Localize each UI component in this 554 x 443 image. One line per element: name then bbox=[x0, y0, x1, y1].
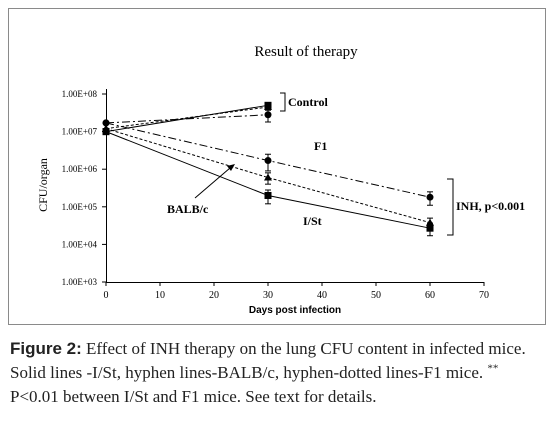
x-tick-label: 60 bbox=[425, 290, 435, 301]
chart-frame: Result of therapy 1.00E+08 1.00E+07 1.00E+… bbox=[8, 8, 546, 325]
x-tick-label: 70 bbox=[479, 290, 489, 301]
series-line bbox=[105, 106, 269, 130]
y-axis-label: CFU/organ bbox=[36, 158, 50, 212]
data-point bbox=[264, 191, 272, 199]
series-layer bbox=[102, 101, 434, 237]
chart: Result of therapy 1.00E+081.00E+071.00E+… bbox=[36, 44, 525, 316]
data-point bbox=[102, 124, 110, 132]
y-tick-label: 1.00E+07 bbox=[62, 127, 98, 137]
data-point bbox=[264, 157, 272, 165]
series-1 bbox=[102, 124, 434, 230]
x-tick-label: 20 bbox=[209, 290, 219, 301]
series-5 bbox=[102, 109, 272, 127]
y-tick-label: 1.00E+05 bbox=[62, 202, 98, 212]
x-tick-label: 0 bbox=[104, 290, 109, 301]
label-f1: F1 bbox=[314, 139, 327, 153]
label-control: Control bbox=[288, 95, 328, 109]
data-point bbox=[102, 119, 110, 127]
data-point bbox=[426, 218, 434, 226]
series-line bbox=[105, 114, 269, 124]
balb-arrow bbox=[194, 164, 235, 199]
y-tick-label: 1.00E+08 bbox=[62, 89, 98, 99]
label-balb: BALB/c bbox=[167, 202, 209, 216]
data-point bbox=[264, 173, 272, 181]
x-tick-label: 30 bbox=[263, 290, 273, 301]
x-tick-label: 40 bbox=[317, 290, 327, 301]
x-tick-labels: 0 10 20 30 40 50 60 70 bbox=[104, 282, 489, 301]
data-point bbox=[264, 111, 272, 119]
x-axis-label: Days post infection bbox=[249, 305, 341, 316]
label-inh: INH, p<0.001 bbox=[456, 199, 525, 213]
series-4 bbox=[102, 103, 272, 132]
series-line bbox=[105, 128, 431, 224]
caption-text: Effect of INH therapy on the lung CFU co… bbox=[10, 339, 526, 382]
control-bracket bbox=[280, 92, 286, 112]
x-tick-label: 10 bbox=[155, 290, 165, 301]
y-tick-label: 1.00E+04 bbox=[62, 239, 98, 249]
label-ist: I/St bbox=[303, 214, 322, 228]
y-tick-label: 1.00E+03 bbox=[62, 277, 98, 287]
caption-text-2: P<0.01 between I/St and F1 mice. See tex… bbox=[10, 387, 377, 406]
y-tick-label: 1.00E+06 bbox=[62, 164, 98, 174]
inh-bracket bbox=[447, 178, 454, 236]
data-point bbox=[264, 103, 272, 111]
data-point bbox=[426, 193, 434, 201]
y-tick-labels: 1.00E+08 1.00E+07 1.00E+06 1.00E+05 1.00E+04… bbox=[62, 89, 106, 287]
chart-title: Result of therapy bbox=[254, 44, 358, 60]
caption-sup: ** bbox=[487, 362, 499, 375]
caption-label: Figure 2: bbox=[10, 339, 82, 358]
figure-caption: Figure 2: Effect of INH therapy on the l… bbox=[10, 337, 550, 409]
x-tick-label: 50 bbox=[371, 290, 381, 301]
